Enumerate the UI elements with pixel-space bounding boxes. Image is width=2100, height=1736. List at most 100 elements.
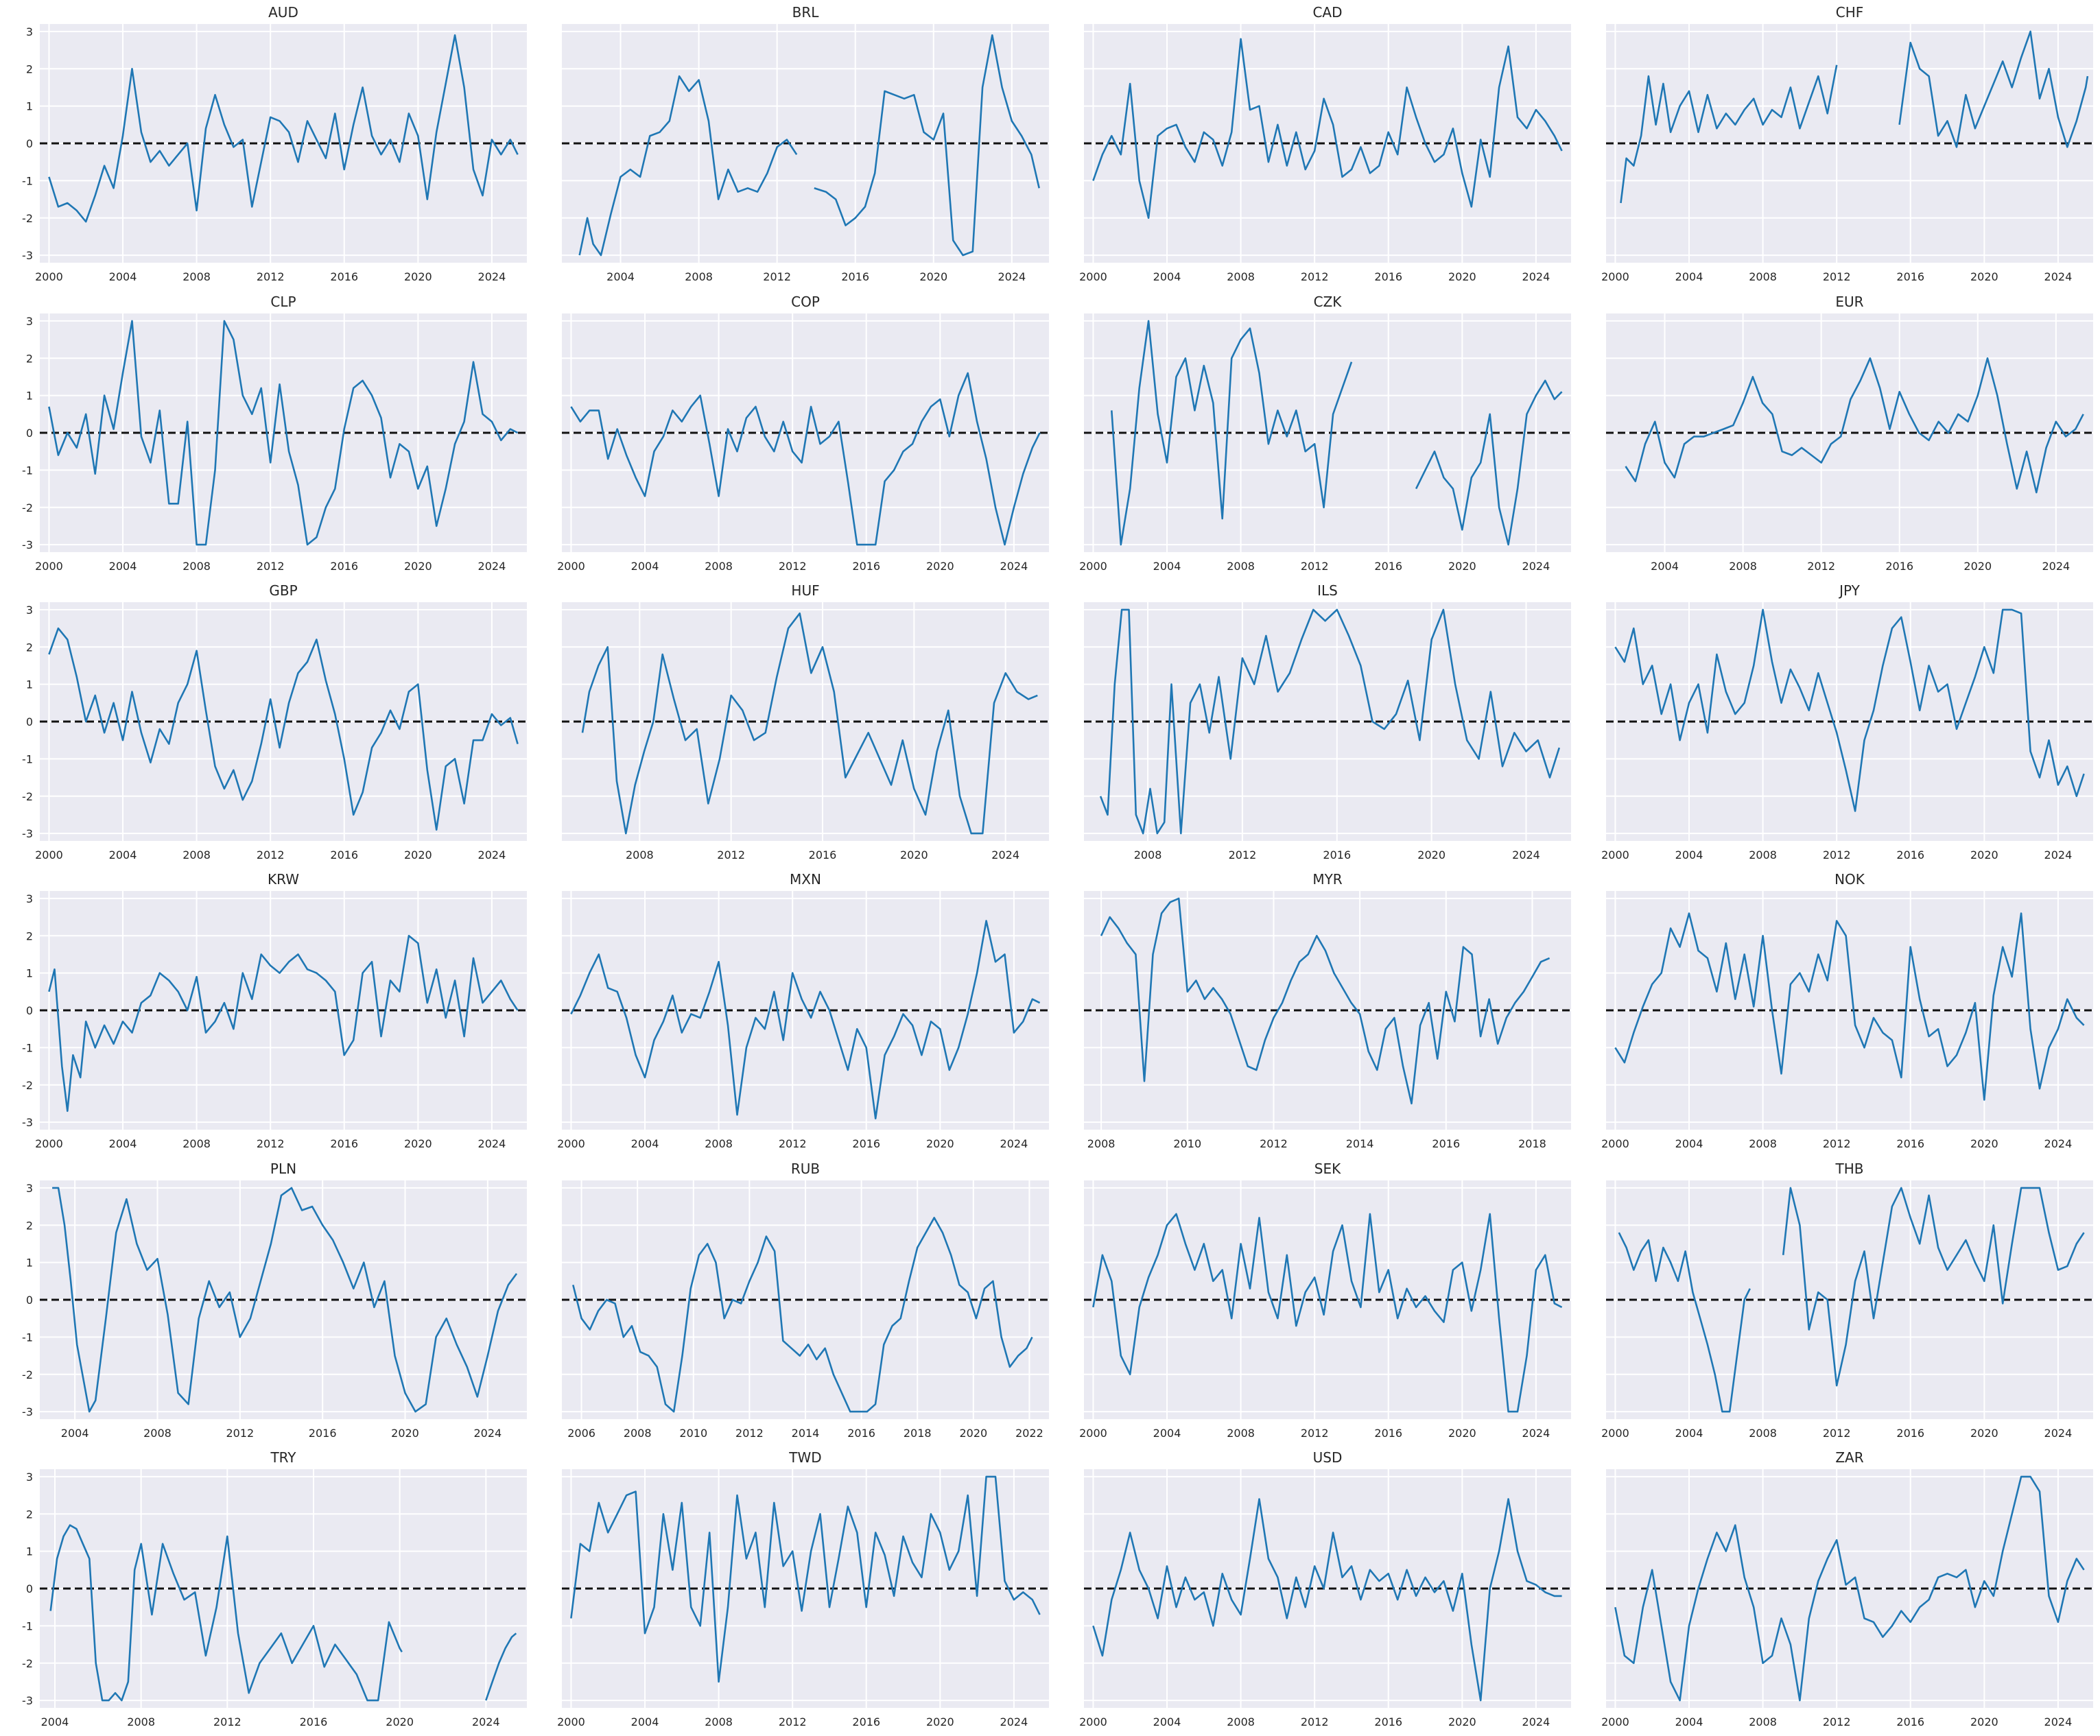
x-tick-label: 2000 bbox=[1601, 1427, 1629, 1440]
panel-title: TWD bbox=[788, 1449, 821, 1466]
x-tick-label: 2024 bbox=[1512, 848, 1540, 861]
panel-title: HUF bbox=[791, 582, 819, 599]
panel-jpy: 2000 2004 2008 2012 2016 2020 2024 JPY bbox=[1601, 582, 2093, 861]
x-tick-label: 2016 bbox=[852, 1715, 880, 1728]
x-tick-label: 2000 bbox=[557, 1715, 585, 1728]
x-tick-label: 2004 bbox=[1153, 1715, 1181, 1728]
y-tick-label: -1 bbox=[22, 1041, 33, 1054]
panel-title: PLN bbox=[270, 1161, 296, 1177]
panel-myr: 2008 2010 2012 2014 2016 2018 MYR bbox=[1084, 871, 1571, 1150]
y-tick-label: 0 bbox=[26, 1582, 33, 1595]
panel-title: MYR bbox=[1312, 871, 1342, 888]
series-line bbox=[1625, 357, 2084, 494]
x-tick-label: 2006 bbox=[567, 1427, 595, 1440]
x-tick-label: 2004 bbox=[109, 848, 137, 861]
x-tick-label: 2020 bbox=[919, 270, 947, 283]
x-tick-label: 2012 bbox=[257, 1137, 285, 1150]
panel-title: CHF bbox=[1836, 4, 1864, 21]
x-tick-label: 2024 bbox=[1000, 560, 1028, 573]
y-tick-label: 1 bbox=[26, 678, 33, 691]
x-tick-label: 2020 bbox=[386, 1715, 414, 1728]
x-tick-label: 2008 bbox=[1729, 560, 1757, 573]
series-line bbox=[572, 1217, 1033, 1413]
series-line bbox=[1092, 38, 1563, 219]
x-tick-label: 2016 bbox=[1896, 848, 1924, 861]
x-tick-label: 2024 bbox=[1000, 1715, 1028, 1728]
x-tick-label: 2012 bbox=[763, 270, 791, 283]
panel-rub: 2006 2008 2010 2012 2014 2016 2018 2020 2022 RUB bbox=[562, 1161, 1049, 1440]
x-tick-label: 2016 bbox=[1885, 560, 1913, 573]
y-tick-label: -2 bbox=[22, 1657, 33, 1670]
x-tick-label: 2024 bbox=[478, 560, 506, 573]
x-tick-label: 2016 bbox=[1896, 1715, 1924, 1728]
x-tick-label: 2008 bbox=[1749, 1715, 1777, 1728]
series-line bbox=[1620, 64, 1838, 204]
x-tick-label: 2016 bbox=[1432, 1137, 1460, 1150]
x-tick-label: 2012 bbox=[779, 1137, 807, 1150]
y-tick-label: -3 bbox=[22, 1116, 33, 1129]
x-tick-label: 2008 bbox=[1749, 270, 1777, 283]
x-tick-label: 2008 bbox=[1227, 270, 1255, 283]
x-tick-label: 2000 bbox=[557, 1137, 585, 1150]
x-tick-label: 2004 bbox=[1675, 1137, 1703, 1150]
x-tick-label: 2000 bbox=[35, 1137, 63, 1150]
y-tick-label: 3 bbox=[26, 1182, 33, 1195]
x-tick-label: 2000 bbox=[1079, 1715, 1107, 1728]
x-tick-label: 2000 bbox=[1601, 848, 1629, 861]
x-tick-label: 2008 bbox=[1227, 1427, 1255, 1440]
y-tick-label: -3 bbox=[22, 827, 33, 840]
x-tick-label: 2008 bbox=[1227, 560, 1255, 573]
x-tick-label: 2004 bbox=[1675, 1715, 1703, 1728]
panel-cad: 2000 2004 2008 2012 2016 2020 2024 CAD bbox=[1079, 4, 1571, 283]
x-tick-label: 2024 bbox=[473, 1427, 502, 1440]
x-tick-label: 2012 bbox=[1823, 270, 1851, 283]
x-tick-label: 2024 bbox=[2044, 1137, 2073, 1150]
x-tick-label: 2008 bbox=[1227, 1715, 1255, 1728]
x-tick-label: 2004 bbox=[61, 1427, 89, 1440]
x-tick-label: 2014 bbox=[792, 1427, 820, 1440]
x-tick-label: 2024 bbox=[1522, 560, 1550, 573]
y-tick-label: -3 bbox=[22, 1694, 33, 1707]
panel-try: 3 2 1 0 -1 -2 -3 2004 2008 2012 2016 2020 2024 TRY bbox=[22, 1449, 527, 1728]
x-tick-label: 2020 bbox=[959, 1427, 987, 1440]
x-tick-label: 2024 bbox=[2044, 1715, 2073, 1728]
x-tick-label: 2016 bbox=[841, 270, 869, 283]
x-tick-label: 2020 bbox=[1417, 848, 1446, 861]
y-tick-label: -2 bbox=[22, 501, 33, 514]
series-line bbox=[48, 320, 519, 546]
x-tick-label: 2016 bbox=[1374, 1427, 1402, 1440]
x-tick-label: 2016 bbox=[809, 848, 837, 861]
x-tick-label: 2008 bbox=[182, 1137, 211, 1150]
x-tick-label: 2012 bbox=[1807, 560, 1835, 573]
x-tick-label: 2012 bbox=[779, 560, 807, 573]
x-tick-label: 2004 bbox=[1153, 1427, 1181, 1440]
x-tick-label: 2016 bbox=[330, 560, 358, 573]
x-tick-label: 2000 bbox=[1601, 1137, 1629, 1150]
panel-title: EUR bbox=[1835, 294, 1863, 310]
x-tick-label: 2012 bbox=[1823, 1427, 1851, 1440]
panel-title: CZK bbox=[1314, 294, 1343, 310]
x-tick-label: 2000 bbox=[35, 848, 63, 861]
series-line bbox=[1092, 1213, 1563, 1413]
y-tick-label: 3 bbox=[26, 25, 33, 38]
x-tick-label: 2016 bbox=[330, 848, 358, 861]
x-tick-label: 2004 bbox=[631, 560, 659, 573]
x-tick-label: 2008 bbox=[1749, 1137, 1777, 1150]
panel-zar: 2000 2004 2008 2012 2016 2020 2024 ZAR bbox=[1601, 1449, 2093, 1728]
x-tick-label: 2004 bbox=[109, 270, 137, 283]
y-tick-label: -3 bbox=[22, 249, 33, 262]
x-tick-label: 2024 bbox=[1522, 1715, 1550, 1728]
x-tick-label: 2000 bbox=[1079, 1427, 1107, 1440]
x-tick-label: 2016 bbox=[1896, 1427, 1924, 1440]
y-tick-label: 1 bbox=[26, 1545, 33, 1558]
series-line bbox=[1614, 608, 2085, 812]
x-tick-label: 2004 bbox=[631, 1137, 659, 1150]
y-tick-label: 2 bbox=[26, 62, 33, 75]
series-line bbox=[1092, 1498, 1562, 1702]
y-tick-label: 2 bbox=[26, 641, 33, 654]
panel-title: THB bbox=[1835, 1161, 1864, 1177]
series-line bbox=[49, 1524, 403, 1702]
x-tick-label: 2004 bbox=[1153, 270, 1181, 283]
